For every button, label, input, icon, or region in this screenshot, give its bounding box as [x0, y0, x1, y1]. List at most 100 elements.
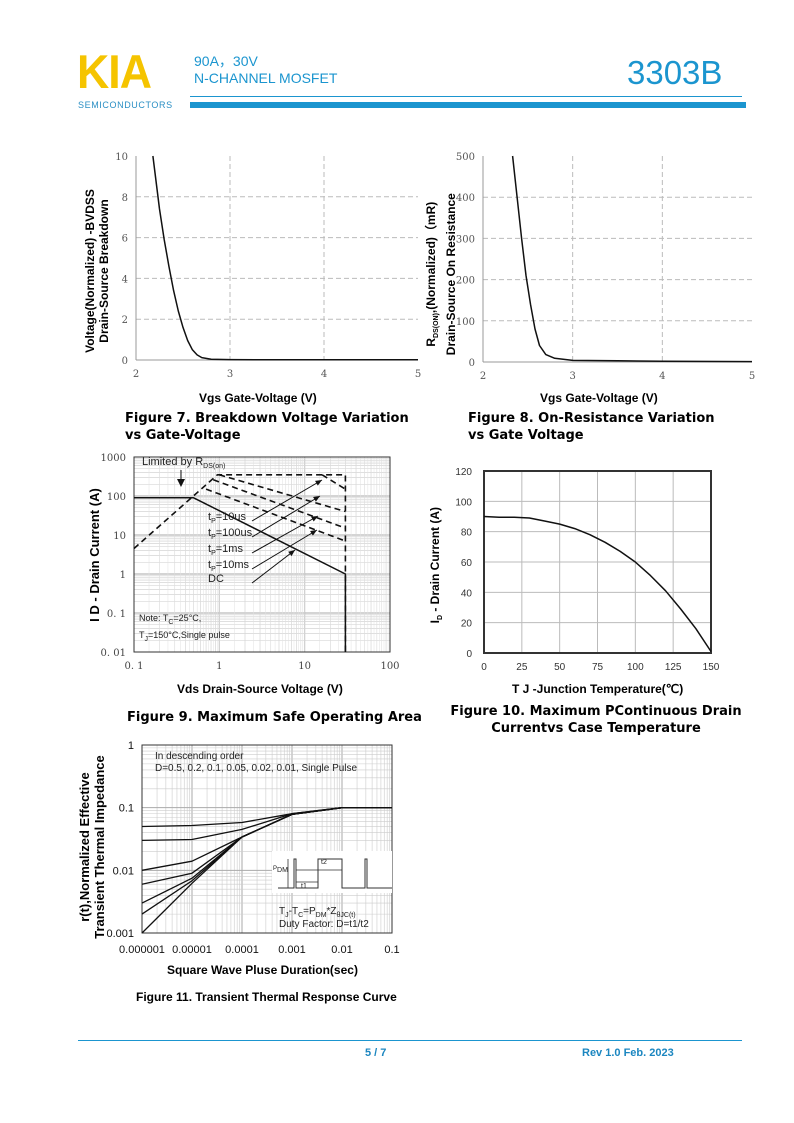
arrowhead-icon [310, 530, 317, 536]
fig8-ylabel-rest: ,(Normalized)（mR) [423, 201, 438, 314]
fig7-ylabel-line1: Voltage(Normalized) -BVDSS [83, 189, 97, 353]
x-tick-label: 100 [627, 662, 644, 673]
fig8-caption-line1: Figure 8. On-Resistance Variation [468, 411, 715, 426]
y-tick-label: 0 [469, 358, 475, 369]
x-tick-label: 2 [133, 369, 139, 380]
f: DM [277, 867, 288, 875]
y-tick-label: 4 [122, 274, 128, 285]
y-tick-label: 1 [120, 570, 126, 581]
x-tick-label: 50 [554, 662, 566, 673]
x-tick-label: 0.1 [384, 944, 399, 956]
series-line-curve [511, 155, 753, 363]
fig9-limit-label: Limited by RDS(on) [142, 456, 225, 470]
fig9-ylabel: I D - Drain Current (A) [87, 488, 102, 622]
soa-label-part: DC [208, 573, 224, 585]
fig9-xlabel: Vds Drain-Source Voltage (V) [177, 682, 343, 696]
x-tick-label: 25 [516, 662, 528, 673]
fig8-ylabel-r: R [423, 337, 438, 347]
series-line-tp-10us [321, 474, 346, 490]
fig10-caption: Figure 10. Maximum PContinuous Drain Cur… [440, 703, 752, 737]
series-line-tp-1ms [213, 479, 346, 529]
x-tick-label: 75 [592, 662, 604, 673]
footer-rule [78, 1040, 742, 1041]
soa-label-part: =1ms [215, 543, 243, 555]
y-tick-label: 100 [456, 317, 475, 328]
y-tick-label: 0.001 [106, 928, 134, 940]
soa-label-part: =100us [215, 527, 253, 539]
soa-label-part: =10ms [215, 559, 250, 571]
arrowhead-icon [313, 496, 320, 502]
fig7-ylabel-line2: Drain-Source Breakdown [97, 199, 111, 343]
logo-subtitle: SEMICONDUCTORS [78, 100, 173, 110]
soa-label-part: P [211, 550, 216, 558]
y-tick-label: 60 [461, 558, 473, 569]
y-tick-label: 40 [461, 588, 473, 599]
fig10-caption-line2: Currentvs Case Temperature [491, 721, 701, 736]
fig9-note-line2: TJ=150°C,Single pulse [139, 630, 230, 643]
annotation-arrow [251, 549, 296, 584]
y-tick-label: 80 [461, 528, 473, 539]
soa-label-part: t [208, 511, 212, 523]
series-line-single-pulse [141, 807, 392, 934]
kia-logo: KIA [77, 45, 152, 98]
inset-t2-label: t2 [321, 859, 327, 866]
soa-label-tp-10us: tP=10us [208, 511, 246, 525]
fig9-caption: Figure 9. Maximum Safe Operating Area [127, 710, 422, 725]
soa-label-tp-1ms: tP=1ms [208, 543, 243, 557]
soa-label-part: P [211, 566, 216, 574]
y-tick-label: 100 [107, 492, 126, 503]
series-line-limited-by-rds-on- [133, 473, 347, 652]
fig8-ylabel-line2: Drain-Source On Resistance [444, 193, 459, 356]
limit-label-text: Limited by R [142, 456, 204, 468]
fig8-ylabel-line1: RDS(ON),(Normalized)（mR) [424, 174, 444, 374]
header-rule [190, 96, 742, 97]
plot-frame [141, 744, 393, 934]
soa-label-part: t [208, 527, 212, 539]
y-tick-label: 1000 [101, 453, 126, 464]
series-line-tp-10ms [205, 488, 346, 542]
figure-8-plot: 2 3 4 5 0 100 200 300 400 500 [456, 152, 755, 382]
inset-t1-label: t1 [301, 883, 307, 890]
soa-label-part: t [208, 559, 212, 571]
note-sub: J [144, 635, 149, 643]
fig11-formula: TJ-TC=PDM*ZθJC(t) [279, 906, 356, 919]
x-tick-label: 0.001 [278, 944, 306, 956]
series-line-dc [134, 497, 347, 652]
device-rating: 90A，30V [194, 53, 258, 69]
annotation-arrow [251, 495, 321, 538]
fig8-ylabel-sub: DS(ON) [433, 313, 441, 338]
plot-frame [483, 470, 712, 654]
y-tick-label: 6 [122, 234, 128, 245]
note-text: Note: T [139, 613, 169, 623]
y-tick-label: 0. 01 [101, 648, 126, 659]
limit-label-sub: DS(on) [203, 463, 226, 471]
f: P [273, 866, 278, 872]
f: DM [315, 912, 327, 919]
fig11-ylabel: r(t),Normalized Effective Transient Ther… [77, 747, 107, 947]
fig8-caption: Figure 8. On-Resistance Variation vs Gat… [468, 410, 715, 444]
plot-frame [133, 456, 391, 653]
annotation-arrow [251, 479, 323, 522]
fig10-caption-line1: Figure 10. Maximum PContinuous Drain [450, 704, 742, 719]
x-tick-label: 0 [481, 662, 487, 673]
x-tick-label: 0.01 [331, 944, 352, 956]
x-tick-label: 4 [659, 371, 665, 382]
x-tick-label: 100 [380, 661, 399, 672]
f: *Z [326, 906, 337, 917]
soa-label-tp-10ms: tP=10ms [208, 559, 249, 573]
fig8-caption-line2: vs Gate Voltage [468, 428, 584, 443]
fig11-caption: Figure 11. Transient Thermal Response Cu… [136, 990, 397, 1004]
revision: Rev 1.0 Feb. 2023 [582, 1047, 674, 1059]
fig11-xlabel: Square Wave Pluse Duration(sec) [167, 963, 358, 977]
y-tick-label: 1 [128, 740, 134, 752]
figure-9-plot: 0. 1 1 10 100 0. 01 0. 1 1 10 100 1000 [101, 453, 400, 672]
x-tick-label: 0.000001 [119, 944, 165, 956]
inset-pulse-waveform [278, 858, 392, 889]
f: =P [303, 906, 316, 917]
device-type: N-CHANNEL MOSFET [194, 70, 338, 86]
series-line-d-0-2 [141, 807, 392, 842]
arrowhead-icon [311, 516, 318, 522]
x-tick-label: 3 [569, 371, 575, 382]
